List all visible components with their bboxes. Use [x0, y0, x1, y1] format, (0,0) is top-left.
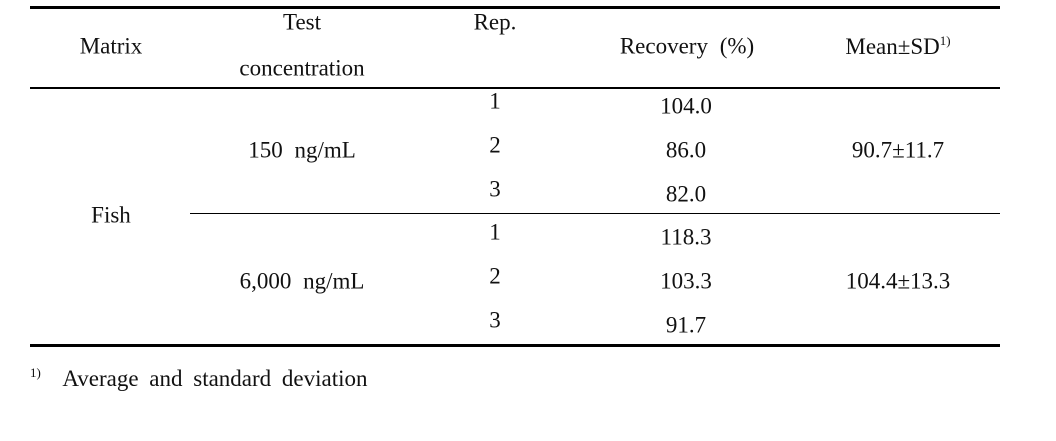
header-matrix: Matrix [79, 33, 143, 59]
rep-cell: 2 [489, 132, 501, 158]
recovery-cell: 118.3 [660, 224, 712, 250]
rep-cell: 1 [489, 219, 501, 245]
footnote-mark: 1) [30, 365, 41, 380]
bottom-rule [30, 344, 1000, 347]
header-mean-text: Mean±SD [845, 34, 940, 59]
concentration-cell: 6,000 ng/mL [239, 268, 365, 294]
footnote-text: Average and standard deviation [62, 366, 368, 391]
rep-cell: 3 [489, 176, 501, 202]
mean-sd-cell: 90.7±11.7 [851, 137, 945, 163]
recovery-cell: 82.0 [665, 181, 707, 207]
footnote: 1) Average and standard deviation [30, 366, 368, 390]
group-rule [190, 213, 1000, 214]
recovery-cell: 91.7 [665, 312, 707, 338]
footnote-ref: 1) [939, 33, 951, 48]
top-rule [30, 6, 1000, 9]
mean-sd-cell: 104.4±13.3 [845, 268, 951, 294]
recovery-cell: 103.3 [660, 268, 712, 294]
matrix-cell: Fish [91, 202, 131, 228]
recovery-cell: 104.0 [660, 93, 712, 119]
header-concentration: concentration [239, 55, 365, 81]
header-recovery: Recovery (%) [619, 33, 755, 59]
recovery-cell: 86.0 [665, 137, 707, 163]
header-mean-sd: Mean±SD1) [845, 34, 950, 58]
rep-cell: 2 [489, 263, 501, 289]
concentration-cell: 150 ng/mL [248, 137, 356, 163]
header-rep: Rep. [473, 9, 517, 35]
rep-cell: 3 [489, 307, 501, 333]
header-concentration: Test [283, 9, 321, 35]
header-rule [30, 87, 1000, 89]
rep-cell: 1 [489, 88, 501, 114]
